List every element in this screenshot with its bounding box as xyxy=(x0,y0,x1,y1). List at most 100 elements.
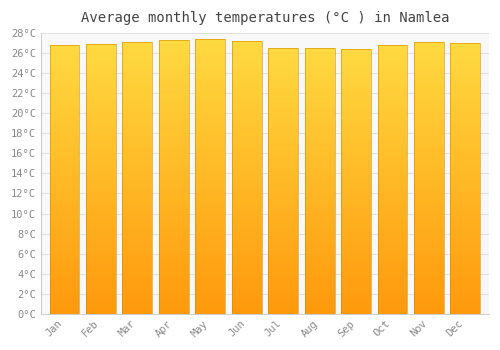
Bar xyxy=(341,168,371,172)
Bar xyxy=(341,148,371,152)
Bar xyxy=(159,177,189,180)
Bar xyxy=(232,89,262,92)
Bar xyxy=(232,140,262,143)
Bar xyxy=(378,280,408,284)
Bar xyxy=(450,297,480,300)
Bar xyxy=(341,105,371,109)
Bar xyxy=(450,162,480,165)
Bar xyxy=(414,158,444,161)
Bar xyxy=(122,90,152,93)
Bar xyxy=(341,56,371,59)
Bar xyxy=(159,133,189,136)
Bar xyxy=(196,273,225,276)
Bar xyxy=(122,103,152,107)
Bar xyxy=(304,171,334,174)
Bar xyxy=(86,58,116,61)
Bar xyxy=(304,264,334,267)
Bar xyxy=(341,267,371,271)
Bar xyxy=(268,48,298,51)
Bar xyxy=(414,137,444,141)
Bar xyxy=(304,191,334,194)
Bar xyxy=(378,300,408,304)
Bar xyxy=(341,290,371,294)
Bar xyxy=(159,44,189,47)
Bar xyxy=(232,259,262,262)
Bar xyxy=(122,56,152,59)
Bar xyxy=(378,169,408,173)
Bar xyxy=(232,58,262,62)
Bar xyxy=(268,168,298,171)
Bar xyxy=(50,126,80,129)
Bar xyxy=(232,211,262,215)
Bar xyxy=(341,185,371,188)
Bar xyxy=(304,254,334,257)
Bar xyxy=(341,152,371,155)
Bar xyxy=(304,204,334,208)
Bar xyxy=(159,126,189,129)
Bar xyxy=(50,284,80,287)
Bar xyxy=(378,270,408,273)
Bar xyxy=(122,215,152,219)
Bar xyxy=(232,130,262,133)
Bar xyxy=(122,232,152,236)
Bar xyxy=(304,125,334,128)
Bar xyxy=(304,121,334,125)
Bar xyxy=(268,141,298,145)
Bar xyxy=(86,233,116,236)
Bar xyxy=(304,141,334,145)
Bar xyxy=(304,71,334,75)
Bar xyxy=(378,273,408,277)
Bar xyxy=(122,141,152,144)
Bar xyxy=(159,307,189,310)
Bar xyxy=(232,195,262,198)
Bar xyxy=(86,91,116,95)
Bar xyxy=(414,205,444,209)
Bar xyxy=(414,229,444,232)
Bar xyxy=(196,248,225,252)
Bar xyxy=(304,91,334,95)
Bar xyxy=(196,121,225,125)
Bar xyxy=(378,72,408,76)
Bar xyxy=(268,310,298,314)
Bar xyxy=(86,203,116,206)
Bar xyxy=(378,257,408,260)
Bar xyxy=(122,178,152,181)
Bar xyxy=(304,158,334,161)
Bar xyxy=(50,109,80,112)
Bar xyxy=(196,190,225,194)
Bar xyxy=(159,40,189,44)
Bar xyxy=(122,263,152,266)
Bar xyxy=(50,220,80,223)
Bar xyxy=(341,304,371,307)
Bar xyxy=(268,237,298,241)
Bar xyxy=(450,300,480,303)
Bar xyxy=(341,251,371,254)
Bar xyxy=(378,180,408,183)
Bar xyxy=(86,307,116,310)
Bar xyxy=(122,225,152,229)
Bar xyxy=(196,163,225,166)
Bar xyxy=(450,94,480,97)
Bar xyxy=(268,214,298,217)
Bar xyxy=(268,254,298,257)
Bar xyxy=(122,198,152,202)
Bar xyxy=(341,76,371,79)
Bar xyxy=(122,209,152,212)
Bar xyxy=(450,54,480,57)
Bar xyxy=(159,184,189,187)
Bar xyxy=(50,277,80,280)
Bar xyxy=(414,59,444,63)
Bar xyxy=(232,45,262,48)
Bar xyxy=(341,62,371,66)
Bar xyxy=(304,58,334,62)
Bar xyxy=(341,89,371,92)
Bar xyxy=(341,69,371,72)
Bar xyxy=(196,108,225,111)
Bar xyxy=(304,201,334,204)
Bar xyxy=(414,209,444,212)
Bar xyxy=(414,225,444,229)
Bar xyxy=(414,215,444,219)
Bar xyxy=(196,132,225,135)
Bar xyxy=(50,96,80,99)
Bar xyxy=(159,149,189,153)
